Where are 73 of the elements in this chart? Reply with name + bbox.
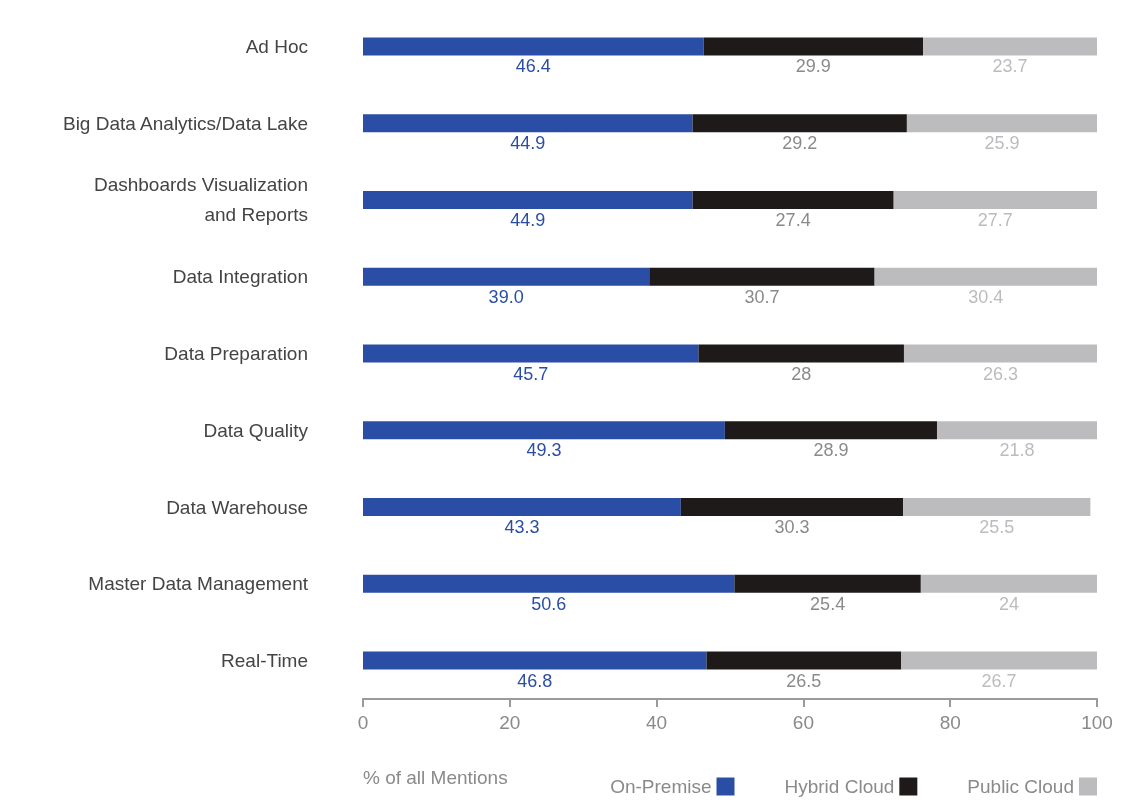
data-label: 44.9	[510, 133, 546, 154]
x-tick-label: 100	[1081, 712, 1113, 733]
y-tick-label: Ad Hoc	[245, 35, 308, 57]
bar	[923, 37, 1097, 56]
data-label: 44.9	[510, 209, 546, 230]
bar	[874, 267, 1097, 286]
x-tick-label: 20	[499, 712, 521, 733]
data-label: 25.9	[984, 133, 1020, 154]
bar	[363, 498, 681, 517]
bar	[649, 267, 875, 286]
data-label: 30.3	[774, 517, 810, 538]
x-tick-label: 40	[646, 712, 668, 733]
data-label: 27.7	[977, 209, 1013, 230]
bar	[706, 651, 902, 670]
y-tick-label: Data Quality	[203, 419, 309, 441]
data-label: 21.8	[999, 440, 1035, 461]
data-label: 23.7	[992, 56, 1028, 77]
data-label: 29.2	[782, 133, 818, 154]
y-tick-label: Data Integration	[172, 266, 308, 288]
data-label: 26.5	[786, 670, 822, 691]
bar	[363, 574, 735, 593]
x-tick-label: 80	[939, 712, 961, 733]
data-label: 27.4	[775, 209, 811, 230]
bar	[363, 421, 725, 440]
data-label: 49.3	[526, 440, 562, 461]
data-label: 43.3	[504, 517, 540, 538]
data-label: 24	[998, 593, 1019, 614]
y-tick-label: Master Data Management	[88, 573, 309, 595]
legend-label: Hybrid Cloud	[784, 776, 895, 797]
y-tick-label: Data Warehouse	[166, 496, 308, 518]
x-tick-label: 0	[357, 712, 369, 733]
bar	[920, 574, 1097, 593]
bar	[363, 344, 699, 363]
bar	[903, 344, 1097, 363]
data-label: 25.4	[810, 593, 846, 614]
data-label: 39.0	[488, 286, 524, 307]
data-label: 25.5	[979, 517, 1015, 538]
bar	[680, 498, 904, 517]
data-label: 28	[791, 363, 812, 384]
bar	[734, 574, 921, 593]
bar	[692, 114, 907, 133]
data-label: 26.7	[981, 670, 1017, 691]
bar	[903, 498, 1091, 517]
y-tick-label: Dashboards Visualization and Reports	[93, 174, 308, 226]
x-tick-label: 60	[792, 712, 814, 733]
x-axis-title: % of all Mentions	[363, 767, 508, 788]
data-label: 28.9	[813, 440, 849, 461]
bar	[363, 114, 693, 133]
bar	[901, 651, 1097, 670]
bar	[703, 37, 924, 56]
bar	[724, 421, 937, 440]
legend-label: Public Cloud	[967, 776, 1074, 797]
y-tick-label: Big Data Analytics/Data Lake	[62, 112, 308, 134]
bar	[692, 190, 894, 209]
y-tick-label: Data Preparation	[164, 343, 308, 364]
bar	[893, 190, 1097, 209]
data-label: 26.3	[982, 363, 1018, 384]
data-label: 50.6	[531, 593, 567, 614]
data-label: 30.4	[968, 286, 1004, 307]
data-label: 29.9	[795, 56, 831, 77]
legend-label: On-Premise	[610, 776, 712, 797]
bar	[363, 267, 650, 286]
bar	[363, 37, 704, 56]
data-label: 46.8	[517, 670, 553, 691]
data-label: 30.7	[744, 286, 780, 307]
bar	[698, 344, 904, 363]
bar	[936, 421, 1097, 440]
bar	[906, 114, 1097, 133]
data-label: 45.7	[513, 363, 549, 384]
bar	[363, 651, 707, 670]
y-tick-label: Real-Time	[221, 650, 308, 672]
bar	[363, 190, 693, 209]
data-label: 46.4	[515, 56, 551, 77]
